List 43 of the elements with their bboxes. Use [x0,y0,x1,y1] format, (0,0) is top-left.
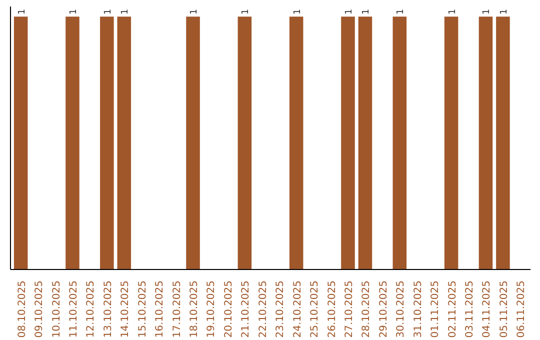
x-tick-label: 28.10.2025 [361,280,372,338]
x-tick-label: 02.11.2025 [447,280,458,338]
x-tick-label: 01.11.2025 [430,280,442,338]
data-label: 1 [190,8,200,15]
x-tick-label: 13.10.2025 [102,280,114,338]
data-label: 1 [362,8,372,15]
x-tick-label: 03.11.2025 [464,280,476,338]
data-label: 1 [292,8,303,15]
x-tick-label: 31.10.2025 [412,280,424,338]
x-tick-label: 24.10.2025 [292,280,304,338]
x-tick-label: 27.10.2025 [344,280,355,338]
data-label: 1 [482,8,492,15]
data-label: 1 [396,8,406,15]
data-label: 1 [17,8,28,15]
x-tick-label: 30.10.2025 [396,280,407,338]
data-label: 1 [448,8,458,15]
x-tick-label: 20.10.2025 [223,280,234,338]
data-label: 1 [241,8,252,15]
x-tick-label: 17.10.2025 [172,280,183,338]
x-tick-label: 08.10.2025 [16,280,28,338]
x-tick-label: 14.10.2025 [120,280,132,338]
data-label: 1 [103,8,114,15]
data-label: 1 [120,8,131,15]
x-tick-label: 10.10.2025 [51,280,62,338]
x-tick-label: 04.11.2025 [482,280,493,338]
x-tick-label: 21.10.2025 [240,280,252,338]
x-tick-label: 25.10.2025 [310,280,321,338]
data-label: 1 [68,8,79,15]
x-tick-label: 09.10.2025 [34,280,46,338]
x-tick-label: 26.10.2025 [326,280,338,338]
x-tick-label: 16.10.2025 [154,280,166,338]
x-tick-label: 05.11.2025 [498,280,510,338]
x-tick-label: 19.10.2025 [206,280,218,338]
data-label: 1 [344,8,354,15]
x-tick-label: 22.10.2025 [258,280,269,338]
x-tick-label: 06.11.2025 [516,280,528,338]
x-tick-label: 23.10.2025 [275,280,286,338]
x-tick-label: 18.10.2025 [189,280,200,338]
x-tick-label: 11.10.2025 [68,280,80,338]
x-tick-label: 29.10.2025 [378,280,390,338]
x-tick-label: 15.10.2025 [137,280,148,338]
data-label: 1 [499,8,510,15]
x-tick-label: 12.10.2025 [86,280,97,338]
